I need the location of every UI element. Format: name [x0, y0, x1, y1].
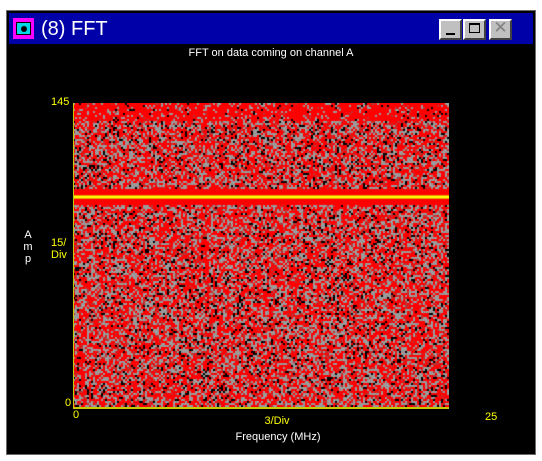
close-icon: ✕: [493, 18, 508, 38]
x-tick-min: 0: [73, 409, 80, 421]
window-title: (8) FFT: [41, 18, 108, 40]
x-axis-line: [73, 407, 449, 409]
fft-plot-area: [73, 103, 449, 407]
y-tick-max: 145: [51, 96, 70, 108]
close-button[interactable]: ✕: [489, 18, 512, 40]
maximize-icon: [469, 23, 480, 33]
fft-app-icon[interactable]: [13, 18, 34, 39]
title-bar[interactable]: (8) FFT ✕: [9, 13, 533, 44]
x-tick-max: 25: [485, 411, 498, 423]
y-tick-min: 0: [65, 397, 72, 409]
y-div-label: 15/Div: [51, 237, 67, 261]
y-axis-line: [73, 103, 74, 409]
maximize-button[interactable]: [463, 19, 486, 40]
x-div-label: 3/Div: [264, 415, 290, 427]
fft-window: (8) FFT ✕ FFT on data coming on channel …: [6, 10, 536, 455]
minimize-button[interactable]: [439, 19, 462, 40]
chart-title: FFT on data coming on channel A: [188, 47, 354, 59]
minimize-icon: [446, 33, 455, 35]
x-axis-label: Frequency (MHz): [235, 431, 321, 443]
